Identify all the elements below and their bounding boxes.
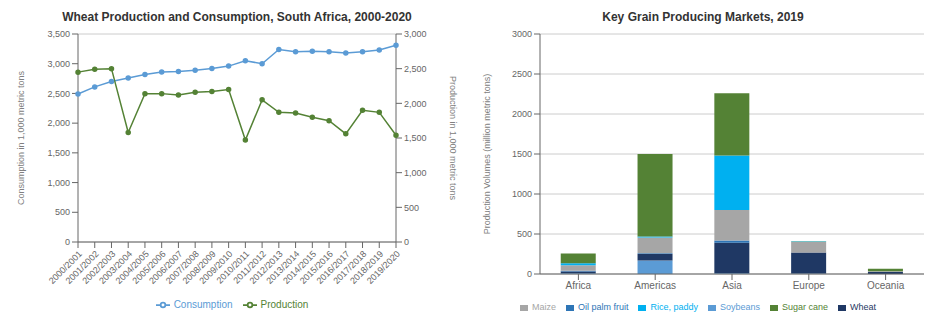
svg-text:Oceania: Oceania [867, 280, 905, 291]
svg-text:2,500: 2,500 [47, 89, 70, 99]
svg-text:2003/2004: 2003/2004 [97, 248, 135, 286]
svg-text:2010/2011: 2010/2011 [214, 248, 252, 286]
svg-text:2019/2020: 2019/2020 [365, 249, 402, 286]
svg-text:3,000: 3,000 [404, 29, 427, 39]
svg-text:2004/2005: 2004/2005 [113, 248, 151, 286]
html-text:Oil palm fruit: Oil palm fruit [577, 302, 629, 312]
svg-text:2011/2012: 2011/2012 [231, 248, 268, 286]
svg-text:2017/2018: 2017/2018 [331, 248, 369, 286]
svg-text:2000/2001: 2000/2001 [46, 248, 84, 286]
svg-text:1000: 1000 [512, 189, 532, 199]
svg-text:Americas: Americas [634, 280, 676, 291]
svg-text:3,000: 3,000 [47, 59, 70, 69]
html-text:Maize: Maize [531, 302, 556, 312]
svg-text:2,000: 2,000 [47, 118, 70, 128]
svg-text:Production Volumes (million me: Production Volumes (million metric tons) [482, 74, 492, 235]
svg-text:0: 0 [404, 237, 409, 247]
svg-text:2012/2013: 2012/2013 [247, 248, 285, 286]
svg-text:2009/2010: 2009/2010 [197, 248, 235, 286]
svg-text:2000: 2000 [512, 109, 532, 119]
html-text:Sugar cane: Sugar cane [782, 302, 829, 312]
svg-text:2,500: 2,500 [404, 64, 427, 74]
svg-text:2008/2009: 2008/2009 [180, 248, 218, 286]
svg-text:1,000: 1,000 [47, 178, 70, 188]
svg-text:1,000: 1,000 [404, 168, 427, 178]
svg-text:2006/2007: 2006/2007 [147, 248, 185, 286]
html-text:Wheat Production and Consumpti: Wheat Production and Consumption, South … [62, 10, 412, 24]
html-text:Consumption: Consumption [173, 298, 233, 310]
svg-text:Production in 1,000 metric ton: Production in 1,000 metric tons [448, 76, 458, 201]
svg-text:3,500: 3,500 [47, 29, 70, 39]
html-text:Soybeans: Soybeans [720, 302, 760, 312]
svg-text:Consumption in 1,000 metric to: Consumption in 1,000 metric tons [16, 70, 26, 205]
svg-text:1500: 1500 [512, 149, 532, 159]
svg-text:Europe: Europe [793, 280, 826, 291]
svg-text:500: 500 [517, 229, 532, 239]
svg-text:3000: 3000 [512, 29, 532, 39]
svg-text:2013/2014: 2013/2014 [264, 248, 302, 286]
svg-text:Africa: Africa [566, 280, 592, 291]
svg-text:0: 0 [527, 269, 532, 279]
svg-text:2002/2003: 2002/2003 [80, 248, 118, 286]
svg-text:1,500: 1,500 [47, 148, 70, 158]
svg-text:1,500: 1,500 [404, 133, 427, 143]
svg-text:2018/2019: 2018/2019 [348, 248, 386, 286]
svg-text:500: 500 [55, 207, 70, 217]
svg-text:2005/2006: 2005/2006 [130, 248, 168, 286]
html-text:Wheat: Wheat [850, 302, 877, 312]
svg-text:500: 500 [404, 203, 419, 213]
svg-text:2015/2016: 2015/2016 [297, 248, 335, 286]
svg-text:2007/2008: 2007/2008 [163, 248, 202, 286]
svg-text:2500: 2500 [512, 69, 532, 79]
svg-text:2014/2015: 2014/2015 [281, 248, 319, 286]
html-text:Rice, paddy: Rice, paddy [650, 302, 698, 312]
svg-text:2016/2017: 2016/2017 [314, 248, 352, 286]
svg-text:2,000: 2,000 [404, 99, 427, 109]
svg-text:0: 0 [65, 237, 70, 247]
html-text:Key Grain Producing Markets, 2: Key Grain Producing Markets, 2019 [602, 10, 804, 24]
svg-text:Asia: Asia [722, 280, 742, 291]
html-text:Production: Production [260, 298, 309, 310]
svg-text:2001/2002: 2001/2002 [63, 248, 101, 286]
